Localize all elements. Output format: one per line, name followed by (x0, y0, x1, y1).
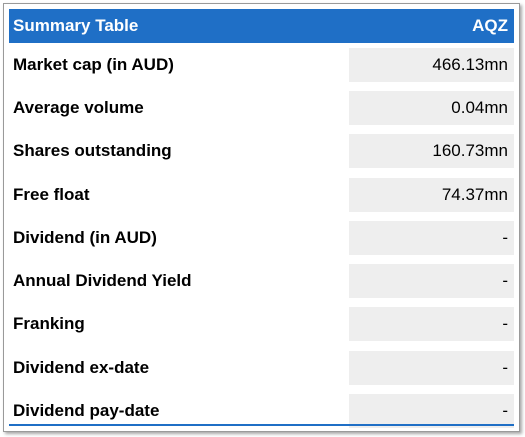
row-value: - (349, 264, 514, 299)
row-value: - (349, 350, 514, 385)
row-value: 160.73mn (349, 134, 514, 169)
table-title: Summary Table (13, 16, 139, 35)
row-label: Dividend ex-date (13, 357, 150, 377)
row-value: 0.04mn (349, 90, 514, 125)
table-row-free-float: Free float 74.37mn (9, 173, 514, 216)
row-value: - (349, 394, 514, 429)
table-row-annual-dividend-yield: Annual Dividend Yield - (9, 259, 514, 302)
summary-table-frame: Summary Table AQZ Market cap (in AUD) 46… (3, 3, 520, 432)
row-value: - (349, 307, 514, 342)
row-label: Franking (13, 314, 85, 334)
row-value: 466.13mn (349, 47, 514, 82)
table-row-average-volume: Average volume 0.04mn (9, 86, 514, 129)
summary-table: Summary Table AQZ Market cap (in AUD) 46… (9, 9, 514, 429)
table-row-dividend: Dividend (in AUD) - (9, 216, 514, 259)
bottom-rule (9, 424, 514, 426)
row-label: Dividend (in AUD) (13, 227, 157, 247)
row-value: - (349, 220, 514, 255)
row-label: Average volume (13, 97, 144, 117)
row-label: Shares outstanding (13, 141, 172, 161)
table-row-shares-outstanding: Shares outstanding 160.73mn (9, 130, 514, 173)
row-value: 74.37mn (349, 177, 514, 212)
table-header: Summary Table AQZ (9, 9, 514, 43)
ticker-symbol: AQZ (472, 16, 508, 35)
table-row-franking: Franking - (9, 303, 514, 346)
row-label: Free float (13, 184, 90, 204)
table-row-dividend-pay-date: Dividend pay-date - (9, 389, 514, 432)
row-label: Annual Dividend Yield (13, 271, 192, 291)
row-label: Dividend pay-date (13, 401, 160, 421)
table-row-market-cap: Market cap (in AUD) 466.13mn (9, 43, 514, 86)
table-row-dividend-ex-date: Dividend ex-date - (9, 346, 514, 389)
row-label: Market cap (in AUD) (13, 54, 174, 74)
